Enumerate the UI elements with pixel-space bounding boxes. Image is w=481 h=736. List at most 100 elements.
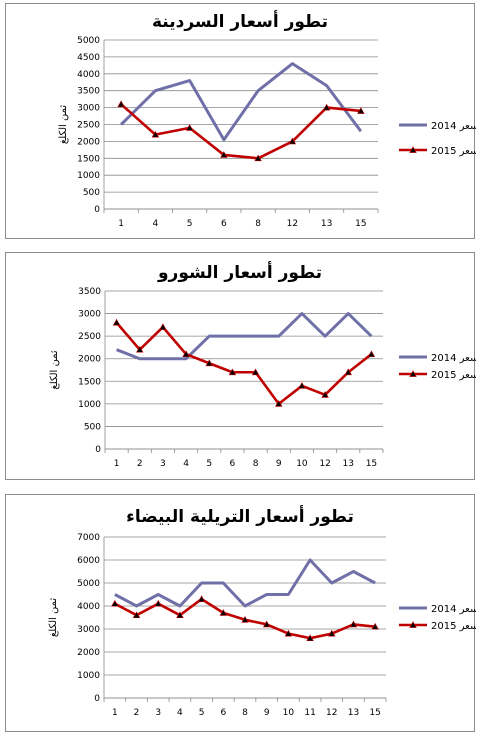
- series-line-2015: [120, 103, 362, 160]
- chart-sardine: 0 500 1000 1500 2000 2500 3000 3500 4000 4500 5000…: [58, 36, 476, 229]
- legend-marker: [409, 621, 417, 628]
- series-line-2015: [115, 321, 373, 406]
- y-tick-label: 3000: [78, 310, 101, 320]
- series-line-2014: [120, 62, 363, 142]
- x-tick-label: 6: [221, 219, 227, 229]
- x-tick-label: 12: [319, 459, 330, 469]
- x-tick-label: 13: [343, 459, 354, 469]
- x-tick-label: 5: [199, 708, 205, 718]
- x-tick-label: 15: [369, 708, 380, 718]
- x-tick-label: 13: [321, 219, 332, 229]
- y-tick-label: 0: [94, 694, 100, 704]
- data-point-marker: [306, 634, 314, 642]
- y-tick-label: 3500: [77, 87, 100, 97]
- x-tick-label: 3: [155, 708, 161, 718]
- legend-label: السعر 2014: [431, 121, 476, 132]
- chart-panel-sardine: تطور أسعار السردينة 0 500 1000 1500 2000 2500…: [5, 3, 476, 239]
- chart-panel-churro: تطور أسعار الشورو 0 500 1000 1500 2000 2500 30…: [5, 252, 476, 480]
- y-axis-title: ثمن الكلغ: [58, 105, 69, 145]
- data-point-marker: [371, 622, 379, 630]
- data-point-marker: [262, 620, 271, 628]
- y-tick-label: 0: [94, 205, 100, 215]
- data-point-marker: [132, 611, 141, 619]
- y-tick-label: 4000: [77, 602, 100, 612]
- data-point-marker: [275, 400, 283, 407]
- data-point-marker: [159, 323, 167, 330]
- legend-marker: [409, 146, 417, 153]
- data-point-marker: [205, 359, 213, 367]
- series-line-2014: [114, 558, 376, 608]
- x-tick-label: 11: [304, 708, 315, 718]
- x-tick-label: 1: [118, 219, 124, 229]
- y-tick-label: 0: [95, 445, 101, 455]
- y-tick-label: 2500: [77, 121, 100, 131]
- data-point-marker: [151, 130, 160, 138]
- data-point-marker: [284, 629, 293, 637]
- legend-label: السعر 2015: [431, 370, 476, 381]
- y-tick-label: 5000: [77, 579, 100, 589]
- data-point-marker: [322, 103, 331, 111]
- data-point-marker: [344, 368, 352, 376]
- y-tick-label: 5000: [77, 36, 100, 46]
- x-tick-label: 6: [220, 708, 226, 718]
- y-tick-label: 3000: [77, 104, 100, 114]
- y-tick-label: 2000: [78, 355, 101, 365]
- chart-title: تطور أسعار السردينة: [152, 12, 328, 32]
- x-tick-label: 4: [153, 219, 159, 229]
- x-tick-label: 9: [264, 708, 270, 718]
- chart-panel-white-trilia: تطور أسعار التريلية البيضاء 0 1000 2000 300…: [5, 494, 476, 732]
- x-tick-label: 8: [242, 708, 248, 718]
- chart-title: تطور أسعار التريلية البيضاء: [126, 507, 354, 527]
- x-tick-label: 9: [276, 459, 282, 469]
- data-point-marker: [136, 345, 144, 353]
- y-tick-label: 3500: [78, 287, 101, 297]
- y-tick-label: 2000: [77, 137, 100, 147]
- x-tick-label: 8: [255, 219, 261, 229]
- data-point-marker: [228, 368, 237, 376]
- y-tick-label: 1000: [77, 671, 100, 681]
- x-tick-label: 6: [230, 459, 236, 469]
- data-point-marker: [154, 599, 162, 607]
- data-point-marker: [117, 100, 125, 108]
- legend-label: السعر 2015: [431, 146, 476, 157]
- data-point-marker: [328, 629, 336, 637]
- x-tick-label: 4: [177, 708, 183, 718]
- data-point-marker: [321, 391, 329, 398]
- x-tick-label: 15: [366, 459, 377, 469]
- data-point-marker: [112, 318, 121, 326]
- x-tick-label: 5: [187, 219, 193, 229]
- legend-label: السعر 2014: [431, 604, 476, 615]
- x-tick-label: 5: [206, 459, 212, 469]
- y-tick-label: 1000: [77, 171, 100, 181]
- y-axis-title: ثمن الكلغ: [48, 598, 59, 638]
- y-tick-label: 2000: [77, 648, 100, 658]
- x-tick-label: 3: [160, 459, 166, 469]
- x-tick-label: 2: [134, 708, 140, 718]
- data-point-marker: [349, 620, 358, 628]
- y-tick-label: 6000: [77, 556, 100, 566]
- data-point-marker: [241, 615, 249, 623]
- y-tick-label: 500: [84, 422, 101, 432]
- data-point-marker: [288, 137, 297, 145]
- data-point-marker: [254, 154, 262, 162]
- legend-marker: [409, 370, 417, 377]
- y-tick-label: 4500: [77, 53, 100, 63]
- y-tick-label: 500: [83, 188, 100, 198]
- y-tick-label: 1500: [77, 154, 100, 164]
- data-point-marker: [220, 151, 228, 158]
- x-tick-label: 8: [253, 459, 259, 469]
- y-axis-title: ثمن الكلغ: [49, 350, 60, 390]
- y-tick-label: 4000: [77, 70, 100, 80]
- y-tick-label: 2500: [78, 332, 101, 342]
- y-tick-label: 3000: [77, 625, 100, 635]
- y-tick-label: 1500: [78, 377, 101, 387]
- data-point-marker: [176, 611, 184, 619]
- y-tick-label: 7000: [77, 533, 100, 543]
- data-point-marker: [182, 350, 190, 358]
- series-line-2014: [116, 312, 373, 361]
- chart-title: تطور أسعار الشورو: [157, 263, 323, 283]
- x-tick-label: 2: [137, 459, 143, 469]
- y-tick-label: 1000: [78, 400, 101, 410]
